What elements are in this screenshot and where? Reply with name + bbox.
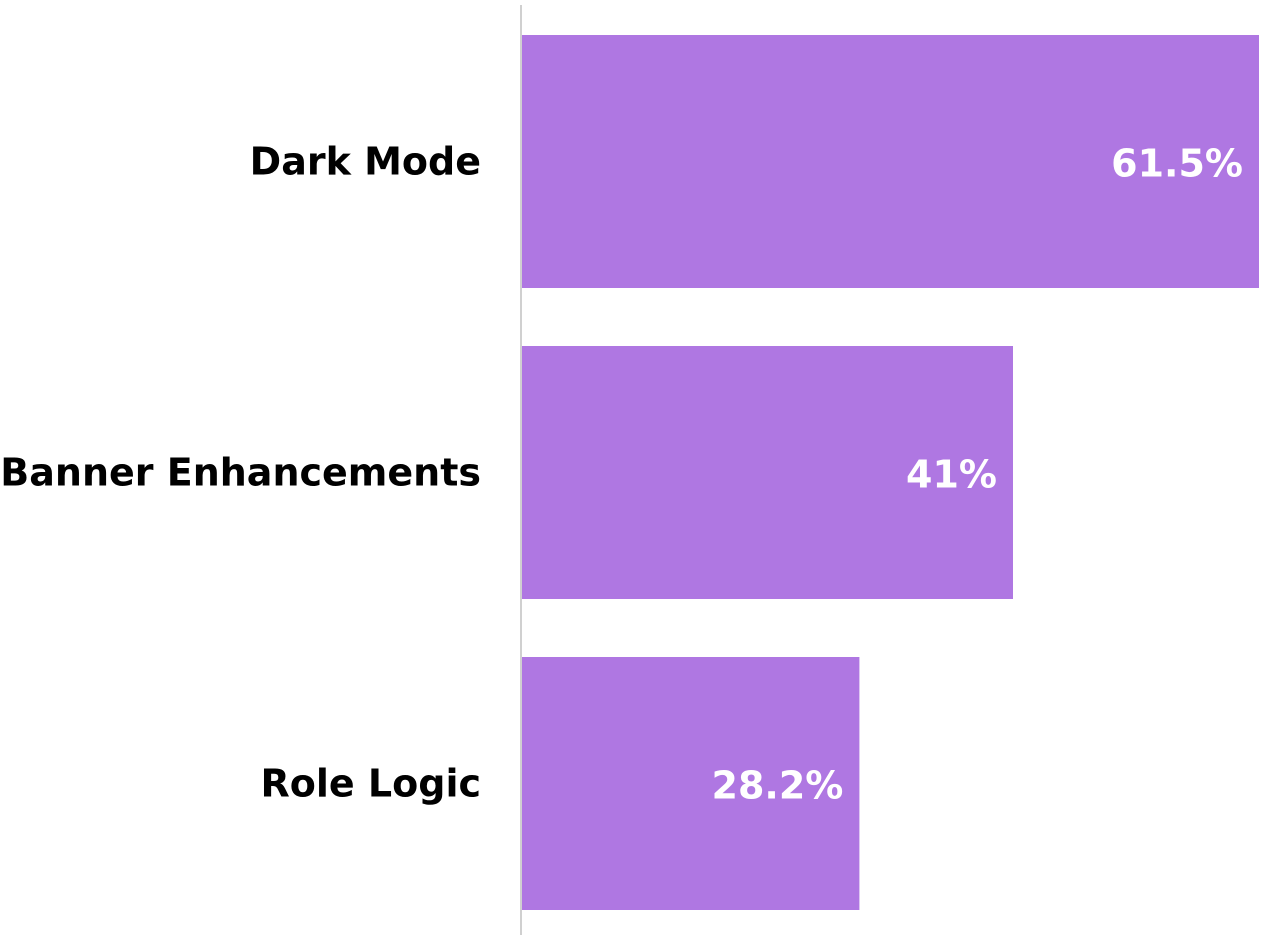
value-label-dark-mode: 61.5% (1111, 142, 1243, 186)
bar-banner-enhancements (522, 346, 1013, 599)
bar-role-logic (522, 657, 860, 910)
value-label-banner-enhancements: 41% (906, 453, 997, 497)
category-label-dark-mode: Dark Mode (250, 140, 481, 184)
category-label-role-logic: Role Logic (261, 762, 481, 806)
category-label-banner-enhancements: Banner Enhancements (0, 451, 481, 495)
bars-group (522, 35, 1259, 910)
bar-dark-mode (522, 35, 1259, 288)
labels-group: Dark Mode 61.5% Banner Enhancements 41% Role… (0, 140, 1243, 808)
value-label-role-logic: 28.2% (712, 764, 844, 808)
